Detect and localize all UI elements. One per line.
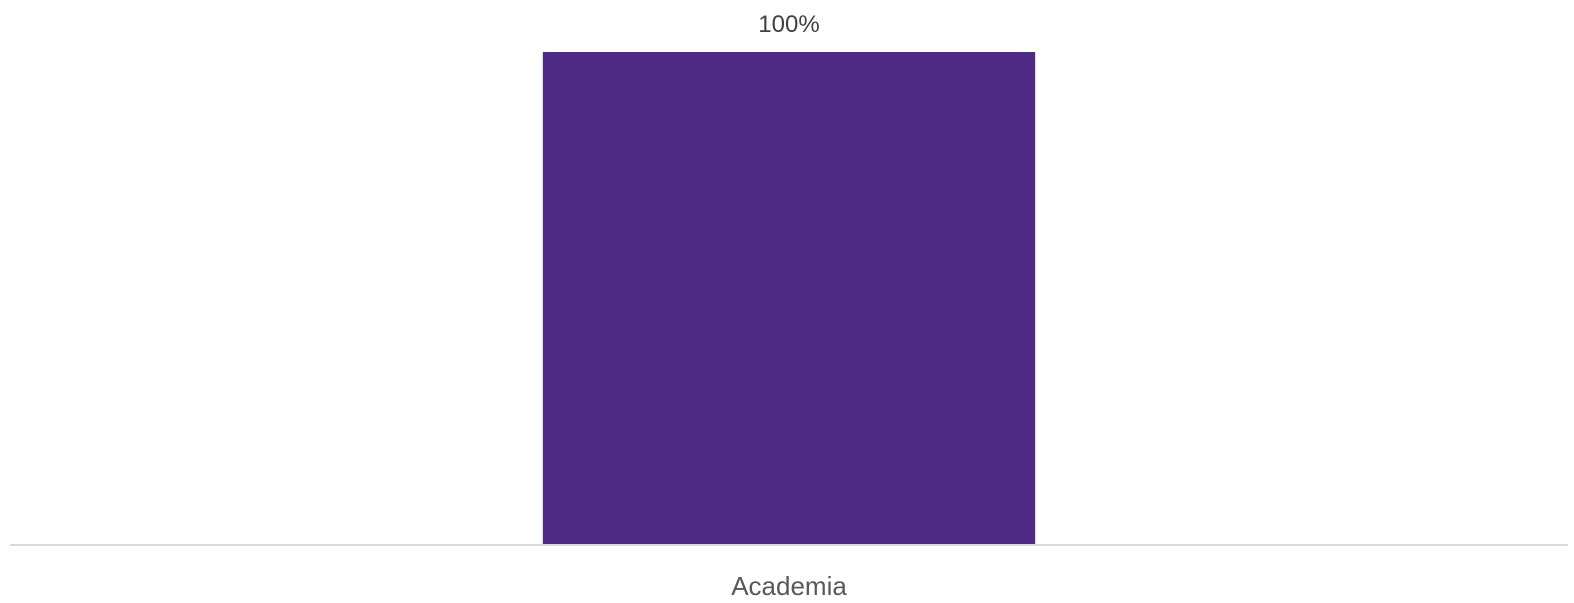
- bar-academia: [542, 52, 1036, 545]
- data-label: 100%: [758, 11, 819, 38]
- category-label: Academia: [731, 571, 847, 601]
- bars-layer: [542, 52, 1036, 545]
- labels-layer: 100% Academia: [731, 11, 847, 601]
